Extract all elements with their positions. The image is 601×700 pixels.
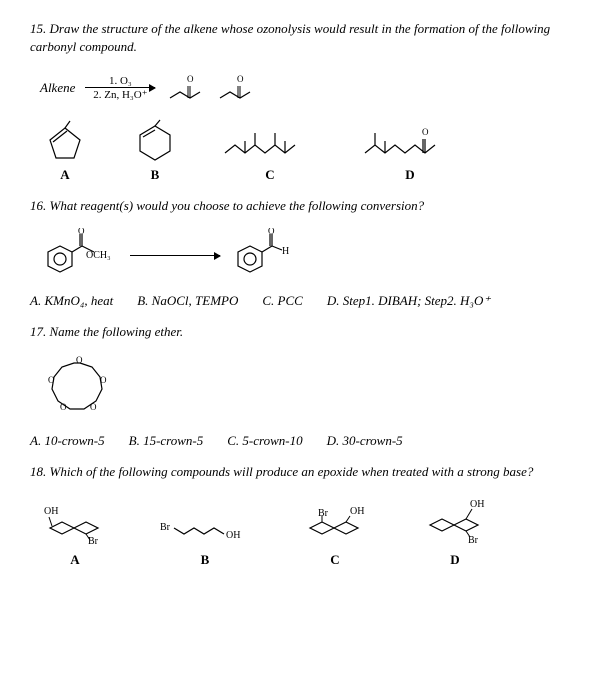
q15-choice-c: C [220,123,320,183]
choice-label: A [70,552,79,568]
svg-text:Br: Br [318,508,329,519]
choice-label: B [201,552,210,568]
svg-text:OH: OH [226,530,240,541]
q17-choice-a: A. 10-crown-5 [30,433,105,449]
q16-end: O H [230,228,300,283]
q16-choice-a: A. KMnO₄, heat [30,293,113,309]
q18-choice-a: OH Br A [40,498,110,568]
svg-text:O: O [90,402,97,412]
svg-text:Br: Br [88,536,99,547]
q16-reaction: O OCH₃ O H [40,228,571,283]
q17-choice-d: D. 30-crown-5 [327,433,403,449]
q16-start: O OCH₃ [40,228,120,283]
svg-text:Br: Br [160,522,171,533]
q17-choice-b: B. 15-crown-5 [129,433,204,449]
och3-label: OCH₃ [86,250,111,261]
q16-text: 16. What reagent(s) would you choose to … [30,197,571,215]
q16-arrow [130,255,220,256]
q18-text: 18. Which of the following compounds wil… [30,463,571,481]
reagent-bottom: 2. Zn, H₃O⁺ [93,88,147,101]
svg-text:O: O [422,127,429,137]
q18-choice-b: Br OH B [160,508,250,568]
q18-choices: OH Br A Br OH B Br OH C [40,493,571,568]
crown-ether-structure: O O O O O [40,353,120,423]
choice-label: C [330,552,339,568]
reagent-top: 1. O₃ [109,75,132,87]
choice-label: C [265,167,274,183]
choice-label: D [405,167,414,183]
q16-choice-b: B. NaOCl, TEMPO [137,293,238,309]
alkene-label: Alkene [40,80,75,96]
svg-text:O: O [268,228,275,236]
svg-text:O: O [237,74,244,84]
svg-text:O: O [100,375,107,385]
q15-reaction: Alkene 1. O₃ 2. Zn, H₃O⁺ O O [40,68,571,108]
q16-choice-c: C. PCC [262,293,302,309]
choice-label: B [151,167,160,183]
q15-choice-b: B [130,118,180,183]
svg-text:O: O [78,228,85,236]
q17-choices: A. 10-crown-5 B. 15-crown-5 C. 5-crown-1… [30,433,571,449]
reaction-arrow: 1. O₃ 2. Zn, H₃O⁺ [85,75,155,101]
choice-label: A [60,167,69,183]
svg-text:O: O [187,74,194,84]
q15-choices: A B C O [40,118,571,183]
q17-choice-c: C. 5-crown-10 [227,433,302,449]
q16-choices: A. KMnO₄, heat B. NaOCl, TEMPO C. PCC D.… [30,293,571,309]
svg-text:O: O [76,355,83,365]
svg-text:O: O [60,402,67,412]
q15-choice-d: O D [360,123,460,183]
q17-text: 17. Name the following ether. [30,323,571,341]
q18-choice-c: Br OH C [300,498,370,568]
q18-choice-d: OH Br D [420,493,490,568]
q15-choice-a: A [40,118,90,183]
svg-text:OH: OH [470,499,484,510]
svg-text:OH: OH [350,506,364,517]
choice-label: D [450,552,459,568]
svg-text:O: O [48,375,55,385]
svg-text:OH: OH [44,506,58,517]
q16-choice-d: D. Step1. DIBAH; Step2. H₃O⁺ [327,293,490,309]
q15-text: 15. Draw the structure of the alkene who… [30,20,571,56]
h-label: H [282,246,289,257]
q15-product-structure: O O [165,68,275,108]
